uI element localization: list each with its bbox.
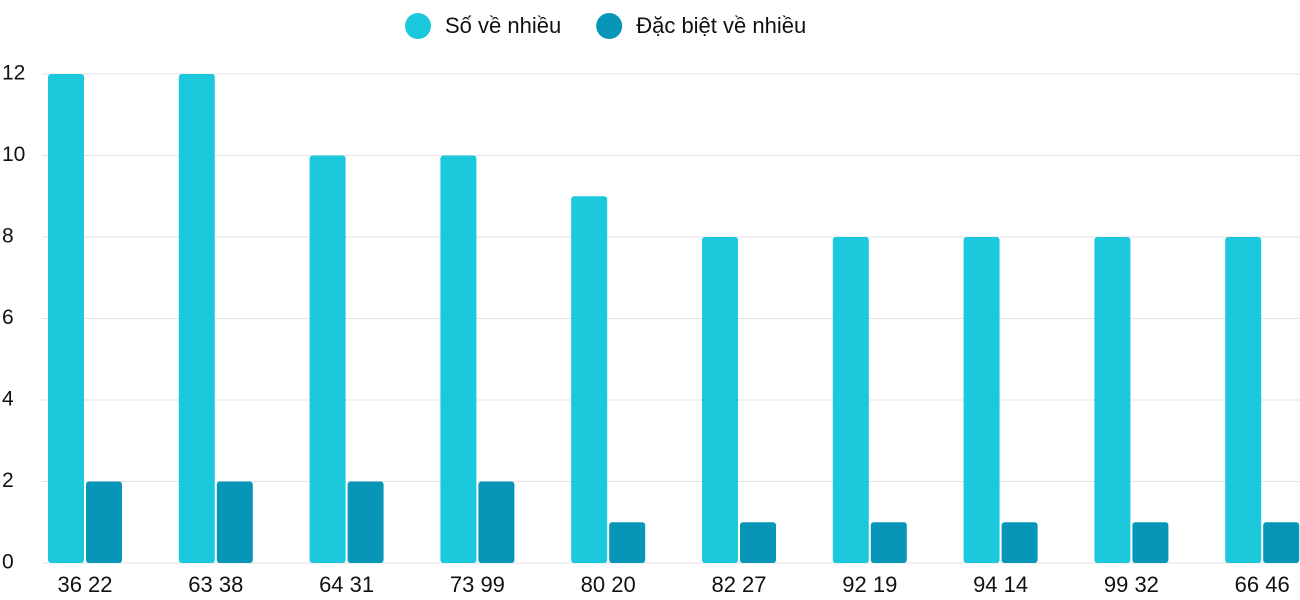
x-tick-label: 36 22 [57, 572, 112, 597]
bar [963, 237, 1000, 563]
bar [740, 522, 776, 563]
bar [178, 74, 215, 563]
bar [1094, 237, 1131, 563]
bar [216, 481, 253, 563]
y-tick-label: 12 [2, 62, 25, 85]
x-tick-label: 92 19 [842, 572, 897, 597]
legend-label: Số về nhiều [445, 13, 561, 38]
bar [1263, 522, 1300, 563]
bar [1001, 522, 1038, 563]
x-tick-label: 82 27 [711, 572, 766, 597]
legend-label: Đặc biệt về nhiều [636, 13, 806, 38]
y-tick-label: 4 [2, 388, 14, 411]
bar [86, 481, 122, 563]
y-tick-label: 0 [2, 551, 14, 574]
bar [609, 522, 646, 563]
x-tick-label: 94 14 [973, 572, 1028, 597]
bar [832, 237, 869, 563]
bar [571, 196, 608, 563]
x-tick-label: 66 46 [1235, 572, 1290, 597]
bar [440, 155, 477, 563]
y-tick-label: 2 [2, 469, 14, 492]
bar [48, 74, 84, 563]
bar [1132, 522, 1169, 563]
bar [309, 155, 346, 563]
legend-swatch [405, 13, 431, 39]
bar [347, 481, 384, 563]
legend-swatch [596, 13, 623, 39]
x-tick-label: 99 32 [1104, 572, 1159, 597]
y-tick-label: 8 [2, 225, 14, 248]
y-tick-label: 6 [2, 306, 14, 329]
x-tick-label: 63 38 [188, 572, 243, 597]
bar [478, 481, 515, 563]
bar [870, 522, 907, 563]
y-tick-label: 10 [2, 143, 25, 166]
x-tick-label: 64 31 [319, 572, 374, 597]
x-tick-label: 80 20 [581, 572, 636, 597]
bar [702, 237, 738, 563]
x-tick-label: 73 99 [450, 572, 505, 597]
bar [1225, 237, 1262, 563]
